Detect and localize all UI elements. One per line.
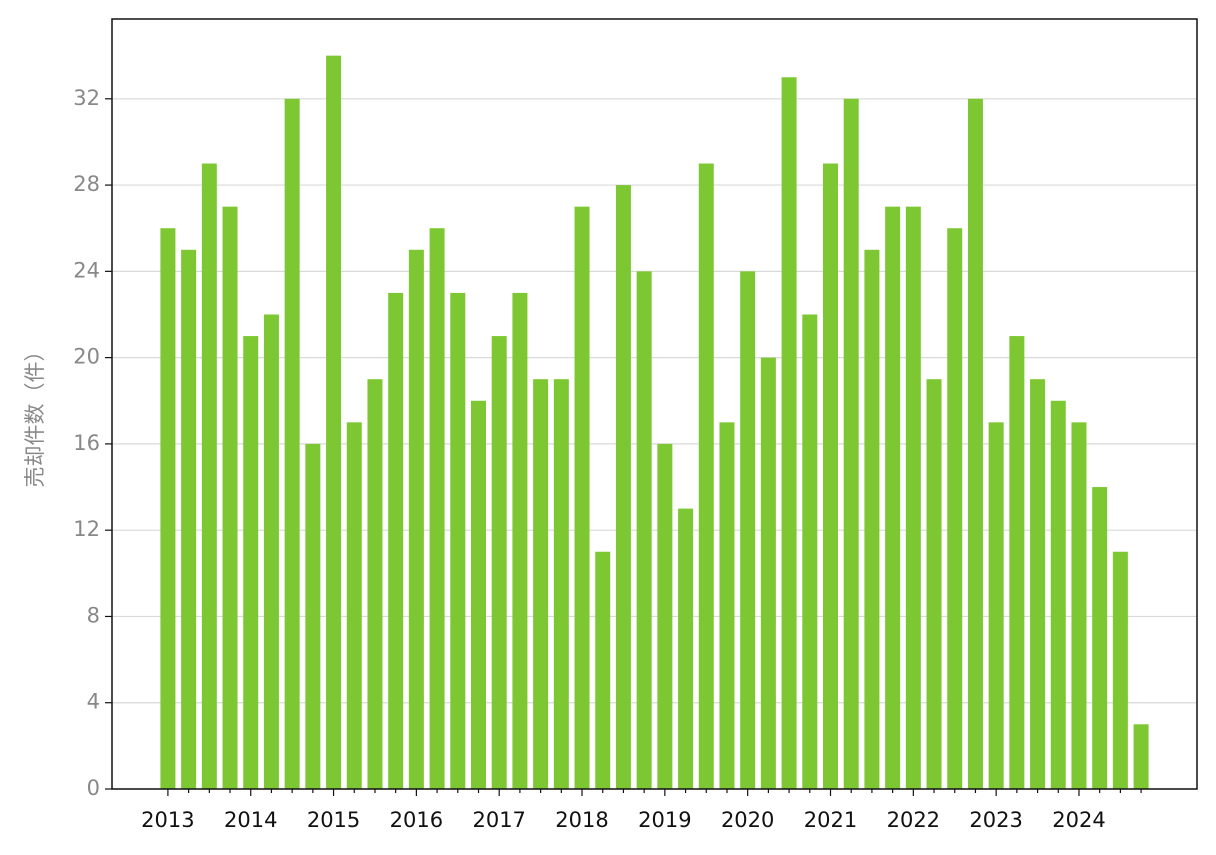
x-tick-label: 2020 [721, 808, 774, 832]
bar [595, 551, 611, 789]
bar [657, 443, 673, 789]
bar [926, 379, 942, 789]
bar [1030, 379, 1046, 789]
y-tick-label: 32 [73, 86, 100, 110]
bar [615, 185, 631, 789]
y-tick-label: 12 [73, 517, 100, 541]
x-tick-label: 2013 [141, 808, 194, 832]
bar [429, 228, 445, 789]
bar [636, 271, 652, 790]
x-tick-label: 2021 [804, 808, 857, 832]
bar [181, 249, 197, 790]
bar [1092, 487, 1108, 789]
bar [388, 292, 404, 789]
x-tick-label: 2017 [472, 808, 525, 832]
bar [305, 443, 321, 789]
x-tick-label: 2016 [390, 808, 443, 832]
bar [491, 336, 507, 789]
bar [470, 400, 486, 789]
bar [885, 206, 901, 789]
bar [201, 163, 217, 789]
bar [905, 206, 921, 789]
bar [263, 314, 279, 789]
bar [678, 508, 694, 789]
y-tick-label: 24 [73, 258, 100, 282]
bar [533, 379, 549, 789]
bar [1009, 336, 1025, 789]
bar [823, 163, 839, 789]
bar [512, 292, 528, 789]
bar [222, 206, 238, 789]
x-tick-label: 2019 [638, 808, 691, 832]
y-axis-label: 売却件数（件） [23, 341, 47, 488]
x-tick-label: 2015 [307, 808, 360, 832]
y-tick-label: 16 [73, 431, 100, 455]
bar [243, 336, 259, 789]
bar [326, 55, 342, 789]
x-tick-label: 2022 [887, 808, 940, 832]
bar [967, 98, 983, 789]
bar [719, 422, 735, 789]
y-tick-label: 0 [87, 776, 100, 800]
x-tick-label: 2018 [555, 808, 608, 832]
bar [740, 271, 756, 790]
bar [284, 98, 300, 789]
x-tick-label: 2024 [1052, 808, 1105, 832]
bar [947, 228, 963, 789]
bar [408, 249, 424, 790]
bar [1050, 400, 1066, 789]
bar [346, 422, 362, 789]
y-tick-label: 28 [73, 172, 100, 196]
bar [367, 379, 383, 789]
bar [781, 77, 797, 789]
bar [988, 422, 1004, 789]
bar [760, 357, 776, 789]
x-tick-label: 2014 [224, 808, 277, 832]
bar [1112, 551, 1128, 789]
bar [450, 292, 466, 789]
bar [160, 228, 176, 789]
bar [1071, 422, 1087, 789]
bar [1133, 724, 1149, 789]
bar [864, 249, 880, 790]
bar [553, 379, 569, 789]
bar [802, 314, 818, 789]
y-tick-label: 4 [87, 690, 100, 714]
x-tick-label: 2023 [969, 808, 1022, 832]
bar [698, 163, 714, 789]
y-tick-label: 8 [87, 603, 100, 627]
y-tick-label: 20 [73, 345, 100, 369]
plot-frame [111, 18, 1198, 790]
bar [574, 206, 590, 789]
bar [843, 98, 859, 789]
